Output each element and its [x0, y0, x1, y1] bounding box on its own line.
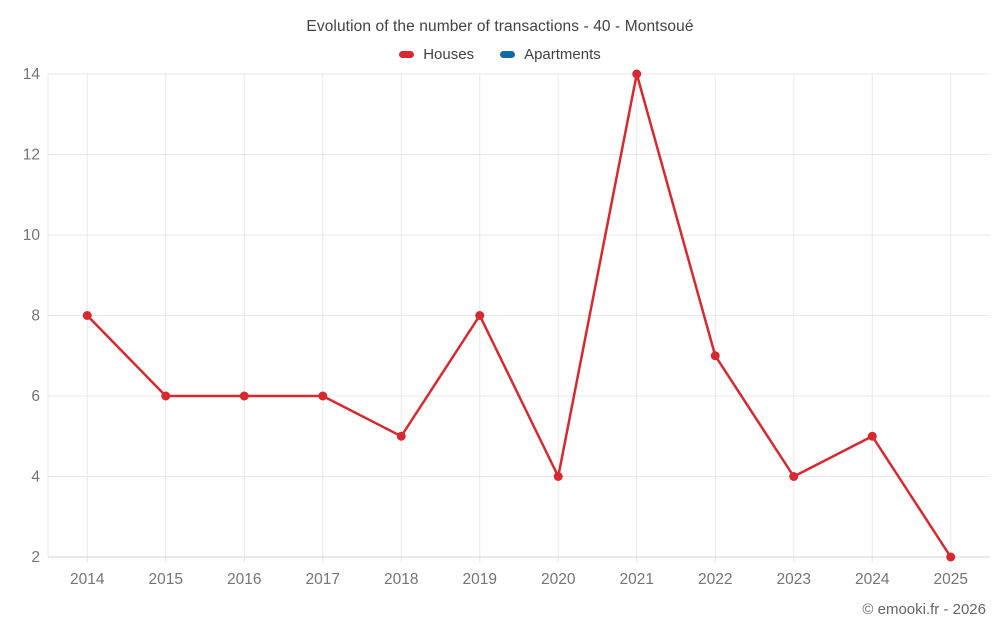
svg-text:2019: 2019 — [463, 571, 497, 588]
svg-text:6: 6 — [31, 388, 40, 405]
svg-text:2: 2 — [31, 549, 40, 566]
legend-item-apartments[interactable]: Apartments — [500, 46, 601, 63]
footer-credit: © emooki.fr - 2026 — [862, 601, 986, 618]
chart-legend: Houses Apartments — [0, 46, 1000, 63]
svg-text:2017: 2017 — [306, 571, 340, 588]
svg-text:2025: 2025 — [934, 571, 968, 588]
svg-text:4: 4 — [31, 469, 40, 486]
chart-title: Evolution of the number of transactions … — [306, 18, 694, 35]
svg-text:10: 10 — [23, 227, 41, 244]
svg-text:2016: 2016 — [227, 571, 261, 588]
svg-text:2024: 2024 — [855, 571, 890, 588]
legend-label-houses: Houses — [423, 46, 475, 63]
svg-text:12: 12 — [23, 147, 40, 164]
legend-label-apartments: Apartments — [524, 46, 601, 63]
svg-text:2020: 2020 — [541, 571, 576, 588]
svg-text:2018: 2018 — [384, 571, 418, 588]
svg-text:2021: 2021 — [620, 571, 654, 588]
legend-item-houses[interactable]: Houses — [399, 46, 474, 63]
svg-text:8: 8 — [31, 308, 40, 325]
apartments-series-swatch-icon — [500, 51, 516, 58]
svg-text:2014: 2014 — [70, 571, 105, 588]
svg-text:2022: 2022 — [698, 571, 732, 588]
svg-text:14: 14 — [23, 66, 41, 83]
svg-text:2015: 2015 — [149, 571, 183, 588]
svg-text:2023: 2023 — [777, 571, 811, 588]
houses-series-swatch-icon — [399, 51, 415, 58]
